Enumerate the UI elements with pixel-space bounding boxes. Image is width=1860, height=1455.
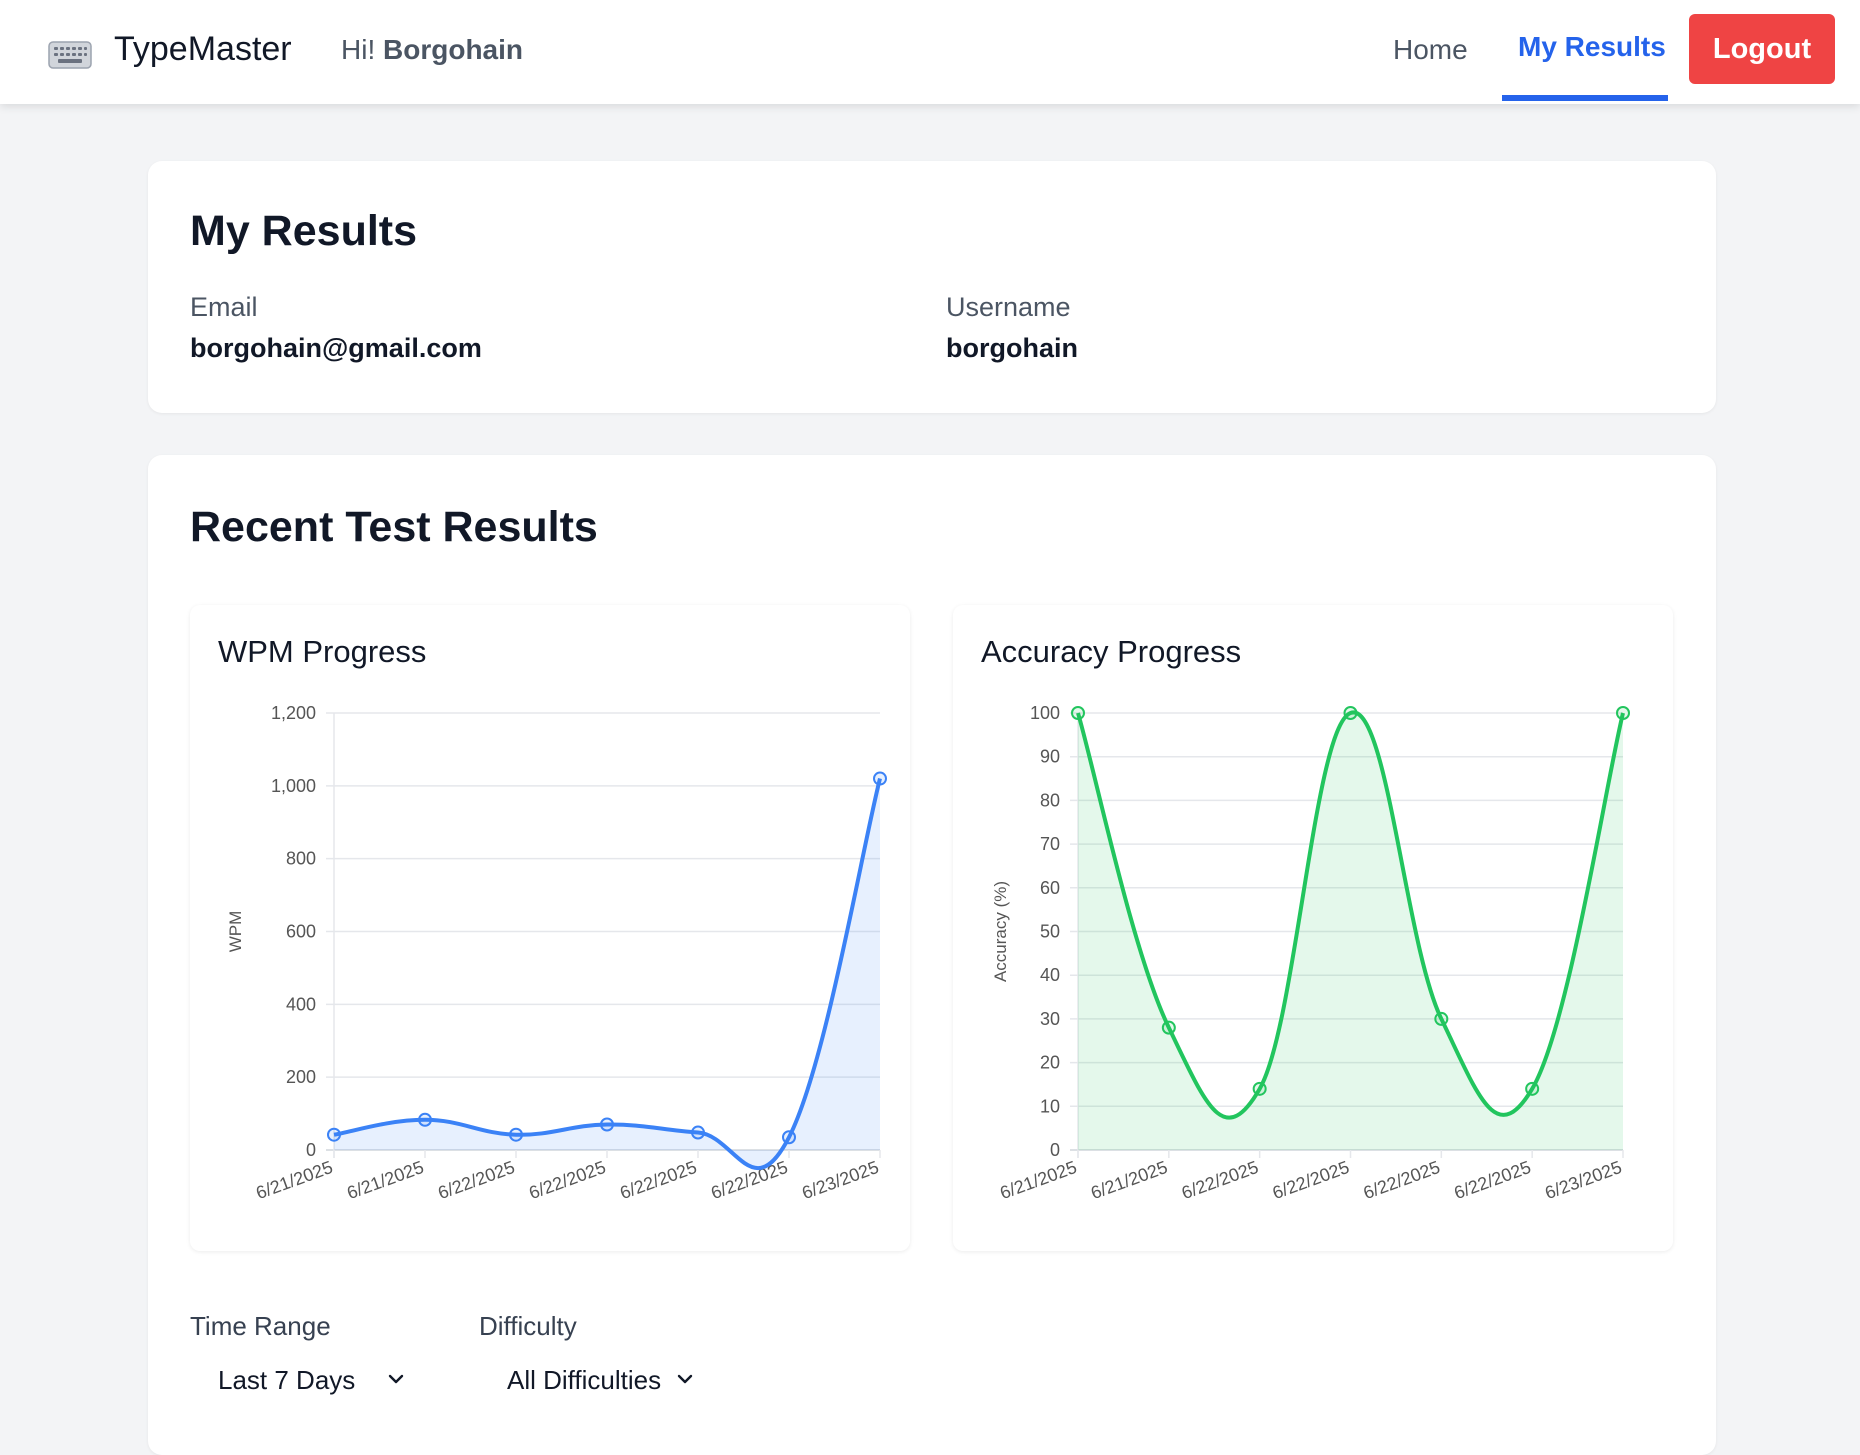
results-card: Recent Test Results WPM Progress 0 200 400…	[148, 455, 1716, 1455]
navbar: TypeMaster Hi! Borgohain Home My Results…	[0, 0, 1860, 104]
profile-card: My Results Email borgohain@gmail.com Use…	[148, 161, 1716, 413]
y-tick-label: 60	[1040, 878, 1060, 898]
email-value: borgohain@gmail.com	[190, 333, 482, 363]
x-tick-label: 6/23/2025	[1542, 1157, 1624, 1203]
x-tick-label: 6/22/2025	[1451, 1157, 1533, 1203]
y-tick-label: 0	[1050, 1140, 1060, 1160]
data-point	[600, 1117, 614, 1132]
x-tick-label: 6/22/2025	[1179, 1157, 1261, 1203]
data-point	[873, 771, 887, 786]
y-axis-label: Accuracy (%)	[991, 881, 1010, 982]
accuracy-chart-title: Accuracy Progress	[981, 634, 1242, 669]
wpm-chart: 0 200 400 600 800 1,000 1,200 6/21/2025 6/21/202…	[226, 703, 887, 1203]
y-tick-label: 10	[1040, 1096, 1060, 1116]
data-point	[1434, 1011, 1449, 1026]
wpm-chart-title: WPM Progress	[218, 634, 427, 669]
y-tick-label: 1,000	[271, 776, 316, 796]
chevron-down-icon	[388, 1374, 404, 1384]
difficulty-value: All Difficulties	[507, 1365, 662, 1395]
nav-my-results-link[interactable]: My Results	[1502, 0, 1668, 101]
x-tick-label: 6/21/2025	[344, 1157, 426, 1203]
data-point	[1161, 1020, 1176, 1035]
x-tick-label: 6/22/2025	[526, 1157, 608, 1203]
difficulty-select[interactable]: All Difficulties	[479, 1355, 729, 1407]
y-tick-label: 50	[1040, 922, 1060, 942]
series-area	[1078, 712, 1623, 1150]
user-greeting: Hi! Borgohain	[341, 34, 523, 66]
y-tick-label: 600	[286, 922, 316, 942]
time-range-select[interactable]: Last 7 Days	[190, 1355, 420, 1407]
data-point	[1252, 1081, 1267, 1096]
y-tick-label: 70	[1040, 834, 1060, 854]
time-range-value: Last 7 Days	[218, 1365, 356, 1395]
data-point	[782, 1130, 796, 1145]
active-tab-indicator	[1502, 95, 1668, 101]
data-point	[327, 1127, 341, 1142]
accuracy-chart-panel: Accuracy Progress 0 10 20 30 40 50 60 70 80 90 100…	[953, 605, 1673, 1251]
x-tick-label: 6/21/2025	[253, 1157, 335, 1203]
y-tick-label: 20	[1040, 1053, 1060, 1073]
brand-name[interactable]: TypeMaster	[114, 30, 292, 68]
x-tick-label: 6/22/2025	[435, 1157, 517, 1203]
data-point	[418, 1112, 432, 1127]
username-value: borgohain	[946, 333, 1078, 363]
y-tick-label: 400	[286, 994, 316, 1014]
page-title: My Results	[190, 207, 418, 255]
wpm-chart-panel: WPM Progress 0 200 400 600 800 1,000 1,200 6/21…	[190, 605, 910, 1251]
series-area	[334, 778, 880, 1169]
email-label: Email	[190, 292, 258, 322]
y-tick-label: 800	[286, 849, 316, 869]
data-point	[1071, 706, 1085, 720]
data-point	[1343, 706, 1358, 720]
y-tick-label: 100	[1030, 703, 1060, 723]
series-line	[333, 778, 882, 1170]
x-tick-label: 6/21/2025	[997, 1157, 1079, 1203]
nav-my-results-label: My Results	[1518, 31, 1666, 62]
y-tick-label: 30	[1040, 1009, 1060, 1029]
y-tick-label: 200	[286, 1067, 316, 1087]
accuracy-chart: 0 10 20 30 40 50 60 70 80 90 100 6/21/2025 6/21/2025…	[991, 703, 1630, 1203]
x-tick-label: 6/22/2025	[1361, 1157, 1443, 1203]
time-range-label: Time Range	[190, 1311, 331, 1341]
chevron-down-icon	[677, 1374, 693, 1384]
y-tick-label: 80	[1040, 790, 1060, 810]
greeting-prefix: Hi!	[341, 34, 376, 65]
y-tick-label: 0	[306, 1140, 316, 1160]
series-line	[1076, 710, 1625, 1120]
x-tick-label: 6/22/2025	[1270, 1157, 1352, 1203]
username-label: Username	[946, 292, 1071, 322]
results-title: Recent Test Results	[190, 503, 598, 551]
data-point	[1616, 706, 1630, 720]
x-tick-label: 6/21/2025	[1088, 1157, 1170, 1203]
y-tick-label: 90	[1040, 747, 1060, 767]
y-tick-label: 40	[1040, 965, 1060, 985]
data-point	[691, 1125, 705, 1140]
y-tick-label: 1,200	[271, 703, 316, 723]
logout-button[interactable]: Logout	[1689, 14, 1835, 84]
data-point	[509, 1127, 523, 1142]
difficulty-label: Difficulty	[479, 1311, 577, 1341]
data-point	[1525, 1081, 1540, 1096]
x-tick-label: 6/23/2025	[799, 1157, 881, 1203]
y-axis-label: WPM	[226, 911, 245, 953]
greeting-name: Borgohain	[383, 34, 524, 65]
nav-home-link[interactable]: Home	[1393, 34, 1468, 65]
keyboard-icon	[48, 41, 92, 69]
x-tick-label: 6/22/2025	[617, 1157, 699, 1203]
